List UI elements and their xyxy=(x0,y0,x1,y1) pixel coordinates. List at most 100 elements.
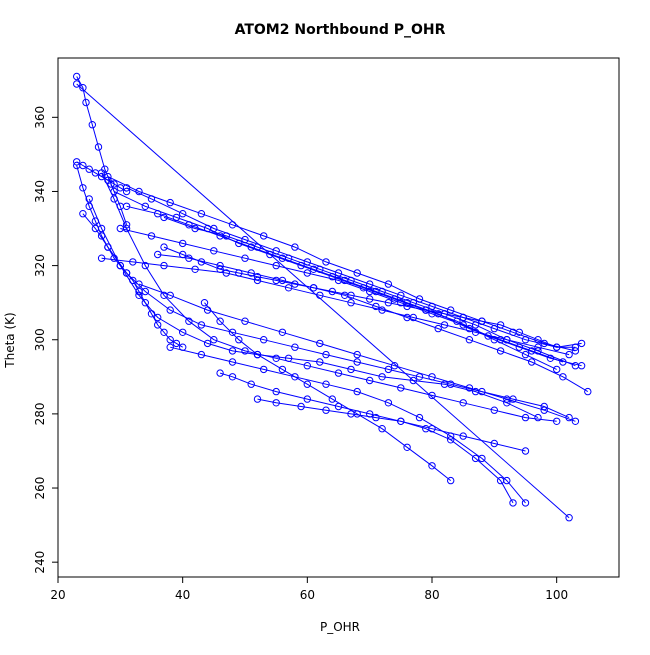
data-point xyxy=(278,254,287,262)
data-point xyxy=(79,184,87,192)
series-0 xyxy=(73,72,131,229)
data-point xyxy=(366,295,374,303)
data-point xyxy=(334,369,343,377)
data-point xyxy=(534,336,542,344)
data-point xyxy=(347,365,355,374)
series-line xyxy=(257,398,514,504)
y-tick-label: 300 xyxy=(33,328,47,351)
series-line xyxy=(157,254,589,393)
data-point xyxy=(216,369,224,377)
y-axis-label: Theta (K) xyxy=(3,312,17,368)
data-point xyxy=(166,198,174,207)
data-point xyxy=(291,343,299,351)
data-point xyxy=(272,387,280,396)
data-point xyxy=(116,261,125,270)
series-8 xyxy=(116,224,561,374)
data-point xyxy=(166,306,174,314)
data-point xyxy=(110,254,118,262)
data-point xyxy=(228,373,237,381)
data-point xyxy=(478,317,486,325)
x-tick-label: 60 xyxy=(300,588,315,602)
data-point xyxy=(122,269,131,277)
data-point xyxy=(403,443,411,451)
data-point xyxy=(322,406,330,414)
data-point xyxy=(85,165,93,173)
data-point xyxy=(179,239,187,248)
data-point xyxy=(272,261,280,270)
data-point xyxy=(553,365,561,374)
series-7 xyxy=(154,250,592,396)
data-point xyxy=(241,347,249,355)
data-point xyxy=(571,347,580,355)
data-point xyxy=(141,202,150,211)
data-point xyxy=(559,358,567,366)
data-point xyxy=(372,287,380,296)
data-point xyxy=(197,321,206,329)
data-point xyxy=(129,258,137,266)
data-point xyxy=(179,343,187,351)
series-13 xyxy=(97,169,561,425)
data-point xyxy=(316,339,324,348)
data-point xyxy=(185,221,193,229)
data-point xyxy=(521,447,530,455)
data-point xyxy=(73,161,81,170)
data-point xyxy=(571,362,580,370)
data-point xyxy=(347,299,355,307)
series-20 xyxy=(160,243,586,351)
data-point xyxy=(553,343,561,351)
data-point xyxy=(247,243,255,251)
data-point xyxy=(584,387,592,396)
data-point xyxy=(447,476,455,485)
data-point xyxy=(384,399,393,407)
data-point xyxy=(577,339,586,348)
data-point xyxy=(135,287,143,296)
data-point xyxy=(428,391,436,400)
chart-title: ATOM2 Northbound P_OHR xyxy=(235,22,446,38)
data-point xyxy=(328,395,336,403)
x-axis-label: P_OHR xyxy=(320,620,360,634)
data-point xyxy=(496,336,505,344)
data-point xyxy=(253,273,262,281)
data-point xyxy=(347,291,355,299)
data-point xyxy=(272,354,280,362)
data-point xyxy=(397,417,405,425)
data-point xyxy=(79,210,87,218)
data-point xyxy=(378,373,386,381)
series-line xyxy=(170,346,526,504)
series-line xyxy=(120,228,557,370)
series-line xyxy=(163,246,582,348)
series-2 xyxy=(73,158,131,196)
data-point xyxy=(141,261,150,270)
data-point xyxy=(496,476,505,485)
data-point xyxy=(241,254,249,262)
y-tick-label: 240 xyxy=(33,551,47,574)
data-point xyxy=(222,269,231,277)
y-tick-label: 280 xyxy=(33,402,47,425)
data-point xyxy=(409,376,417,385)
data-point xyxy=(366,376,374,385)
data-point xyxy=(216,265,224,273)
x-tick-label: 80 xyxy=(424,588,439,602)
data-point xyxy=(216,317,224,325)
data-point xyxy=(372,302,380,311)
data-point xyxy=(97,169,106,177)
data-point xyxy=(88,121,97,129)
x-tick-label: 100 xyxy=(545,588,568,602)
y-tick-label: 360 xyxy=(33,106,47,129)
data-point xyxy=(104,172,112,181)
data-point xyxy=(322,350,330,359)
data-point xyxy=(384,280,393,288)
data-point xyxy=(272,276,280,285)
data-point xyxy=(228,328,237,336)
data-point xyxy=(515,328,523,336)
data-point xyxy=(110,195,118,203)
data-point xyxy=(197,350,206,359)
data-point xyxy=(79,84,87,92)
data-point xyxy=(465,384,474,392)
data-point xyxy=(521,499,530,507)
data-point xyxy=(534,413,542,422)
data-point xyxy=(260,336,268,344)
data-point xyxy=(447,306,455,314)
series-line xyxy=(76,165,183,348)
